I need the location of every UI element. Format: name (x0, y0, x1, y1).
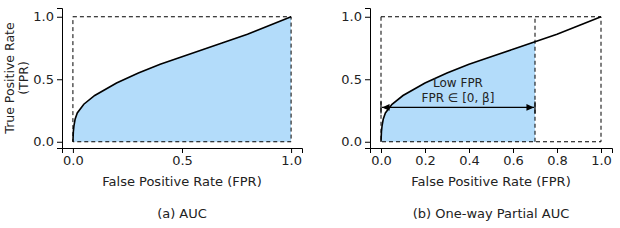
y-tick-label: 1.0 (341, 9, 362, 24)
y-tick-label: 1.0 (33, 9, 54, 24)
y-tick: 1.0 (341, 9, 370, 24)
y-tick-mark (365, 79, 370, 80)
y-tick-mark (57, 142, 62, 143)
y-tick: 0.5 (341, 72, 370, 87)
range-bar (534, 101, 535, 113)
y-tick-mark (57, 17, 62, 18)
range-bar (380, 101, 381, 113)
plot-area (73, 17, 291, 142)
y-tick-label: 0.0 (341, 134, 362, 149)
auc-area (381, 17, 535, 142)
y-tick-label: 0.0 (33, 134, 54, 149)
y-tick: 0.5 (33, 72, 62, 87)
caption: (b) One-way Partial AUC (413, 206, 570, 221)
x-tick-label: 0.2 (415, 153, 436, 168)
x-axis: 0.0 0.5 1.0 (63, 148, 303, 168)
y-tick: 0.0 (341, 134, 370, 149)
plot-area (381, 17, 601, 142)
auc-area (73, 17, 291, 142)
x-tick-label: 1.0 (591, 153, 612, 168)
x-tick: 0.8 (547, 148, 568, 168)
roc-curve (73, 17, 291, 142)
x-tick-label: 0.0 (371, 153, 392, 168)
x-tick: 0.6 (503, 148, 524, 168)
unit-box (381, 17, 601, 142)
y-tick-label: 0.5 (341, 72, 362, 87)
x-tick-label: 0.0 (63, 153, 84, 168)
x-tick: 1.0 (281, 148, 302, 168)
unit-box (73, 17, 291, 142)
x-tick: 1.0 (591, 148, 612, 168)
x-axis-title: False Positive Rate (FPR) (102, 174, 261, 189)
caption: (a) AUC (157, 206, 207, 221)
beta-line (535, 17, 536, 142)
y-axis-line (365, 9, 371, 149)
y-tick-label: 0.5 (33, 72, 54, 87)
x-tick-label: 0.8 (547, 153, 568, 168)
x-axis: 0.0 0.2 0.4 0.6 0.8 1.0 (371, 148, 613, 168)
panel: 0.0 0.2 0.4 0.6 0.8 1.0 0.0 0.5 1.0 False Positiv… (341, 9, 612, 222)
annotation: Low FPR (433, 76, 483, 90)
x-tick: 0.5 (172, 148, 193, 168)
shade-group (73, 17, 291, 142)
y-axis-title: True Positive Rate(TPR) (2, 22, 31, 135)
y-tick-mark (365, 17, 370, 18)
y-axis-line (57, 9, 63, 149)
annotation: FPR ∈ [0, β] (422, 91, 495, 105)
x-axis-line (371, 149, 613, 154)
y-tick-mark (365, 142, 370, 143)
figure: 0.0 0.5 1.0 0.0 0.5 1.0 False Positive Rate (F… (0, 0, 620, 228)
range-arrow (382, 107, 534, 108)
panel: 0.0 0.5 1.0 0.0 0.5 1.0 False Positive Rate (F… (2, 9, 303, 222)
y-axis: 0.0 0.5 1.0 (33, 9, 62, 150)
shade-group (381, 17, 535, 142)
y-axis: 0.0 0.5 1.0 (341, 9, 370, 150)
roc-curve (381, 17, 601, 142)
x-tick: 0.0 (371, 148, 392, 168)
y-tick-mark (57, 79, 62, 80)
x-tick-label: 1.0 (281, 153, 302, 168)
x-tick: 0.0 (63, 148, 84, 168)
x-axis-title: False Positive Rate (FPR) (411, 174, 570, 189)
y-tick: 1.0 (33, 9, 62, 24)
x-tick-label: 0.4 (459, 153, 480, 168)
x-tick-label: 0.6 (503, 153, 524, 168)
y-tick: 0.0 (33, 134, 62, 149)
x-tick: 0.2 (415, 148, 436, 168)
x-tick-label: 0.5 (172, 153, 193, 168)
x-tick: 0.4 (459, 148, 480, 168)
